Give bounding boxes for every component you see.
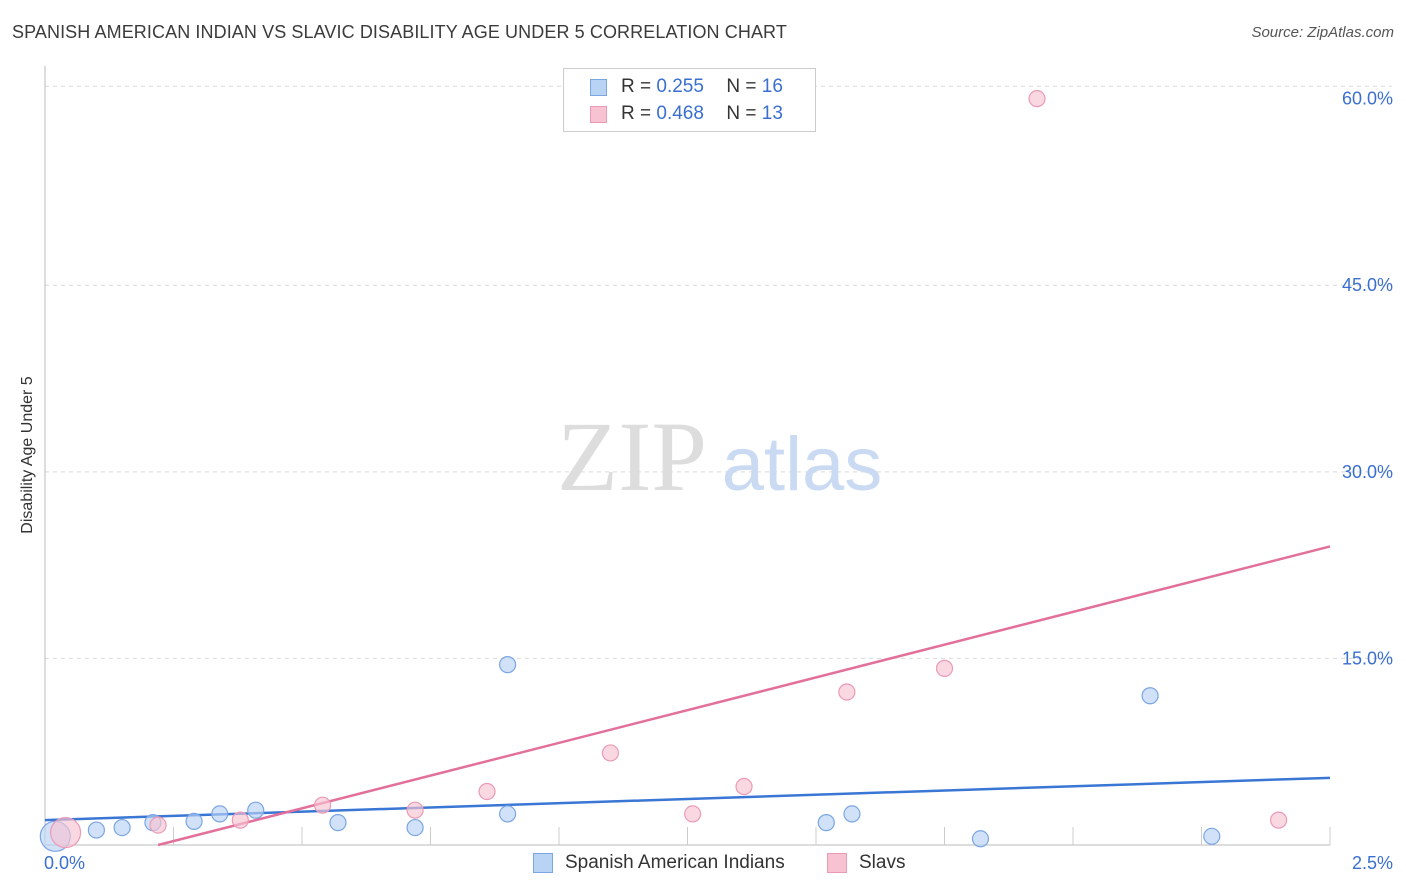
r-value: 0.255	[656, 76, 704, 97]
legend-item-spanish-american-indians: Spanish American Indians	[533, 852, 785, 874]
legend-label: Slavs	[859, 852, 906, 873]
x-tick-label: 2.5%	[1352, 853, 1393, 873]
slavs-point	[313, 796, 332, 814]
spanish-american-indians-point	[1141, 687, 1159, 705]
y-tick-label: 30.0%	[1342, 462, 1393, 482]
y-tick-label: 60.0%	[1342, 89, 1393, 109]
y-tick-label: 45.0%	[1342, 275, 1393, 295]
x-tick-label: 0.0%	[44, 853, 85, 873]
pink-swatch	[590, 105, 607, 123]
y-tick-label: 15.0%	[1342, 648, 1393, 668]
spanish-american-indians-point	[817, 814, 835, 832]
spanish-american-indians-point	[971, 830, 990, 848]
spanish-american-indians-point	[329, 814, 347, 832]
slavs-point	[1269, 811, 1288, 829]
slavs-point	[684, 805, 702, 823]
slavs-point	[149, 816, 167, 834]
spanish-american-indians-point	[113, 818, 131, 837]
spanish-american-indians-point	[87, 821, 106, 839]
slavs-point	[406, 801, 424, 819]
chart-title: SPANISH AMERICAN INDIAN VS SLAVIC DISABI…	[12, 22, 787, 42]
slavs-point	[49, 816, 82, 849]
trend-lines	[44, 545, 1331, 847]
axes	[44, 66, 1331, 846]
series-legend: Spanish American Indians Slavs	[0, 852, 1406, 878]
watermark: ZIP atlas	[557, 401, 882, 512]
watermark-zip: ZIP	[557, 401, 707, 512]
legend-label: Spanish American Indians	[565, 852, 785, 873]
stats-legend-row-blue: R = 0.255 N = 16	[590, 75, 783, 99]
source-label: Source: ZipAtlas.com	[1251, 24, 1394, 41]
slavs-point	[838, 683, 856, 701]
legend-item-slavs: Slavs	[827, 852, 905, 874]
slavs-point	[1028, 90, 1046, 108]
spanish-american-indians-point	[499, 805, 517, 823]
pink-swatch	[827, 853, 847, 873]
spanish-american-indians-point	[499, 656, 517, 674]
blue-swatch	[590, 78, 607, 96]
n-value: 16	[761, 76, 783, 97]
blue-swatch	[533, 853, 553, 873]
r-label: R =	[621, 76, 652, 97]
slavs-point	[478, 782, 496, 801]
tick-labels: 15.0% 30.0% 45.0% 60.0% 0.0% 2.5%	[44, 89, 1393, 873]
n-value: 13	[761, 103, 783, 124]
watermark-atlas: atlas	[722, 422, 883, 507]
spanish-american-indians-point	[247, 801, 265, 819]
slavs-point	[601, 744, 620, 762]
spanish-american-indians-point	[1203, 827, 1221, 845]
slavs-point	[231, 811, 249, 829]
stats-legend: R = 0.255 N = 16 R = 0.468 N = 13	[563, 68, 816, 132]
spanish-american-indians-point	[185, 812, 203, 830]
gridlines	[45, 85, 1392, 659]
data-points	[39, 90, 1288, 852]
spanish-american-indians-point	[406, 818, 424, 837]
r-value: 0.468	[656, 103, 704, 124]
spanish-american-indians-point	[843, 805, 861, 823]
slavs-point	[935, 659, 954, 677]
slavs-trend-line	[157, 545, 1331, 847]
stats-legend-row-pink: R = 0.468 N = 13	[590, 102, 783, 126]
n-label: N =	[726, 103, 757, 124]
slavs-point	[735, 777, 753, 796]
spanish-american-indians-point	[211, 805, 229, 823]
n-label: N =	[726, 76, 757, 97]
r-label: R =	[621, 103, 652, 124]
